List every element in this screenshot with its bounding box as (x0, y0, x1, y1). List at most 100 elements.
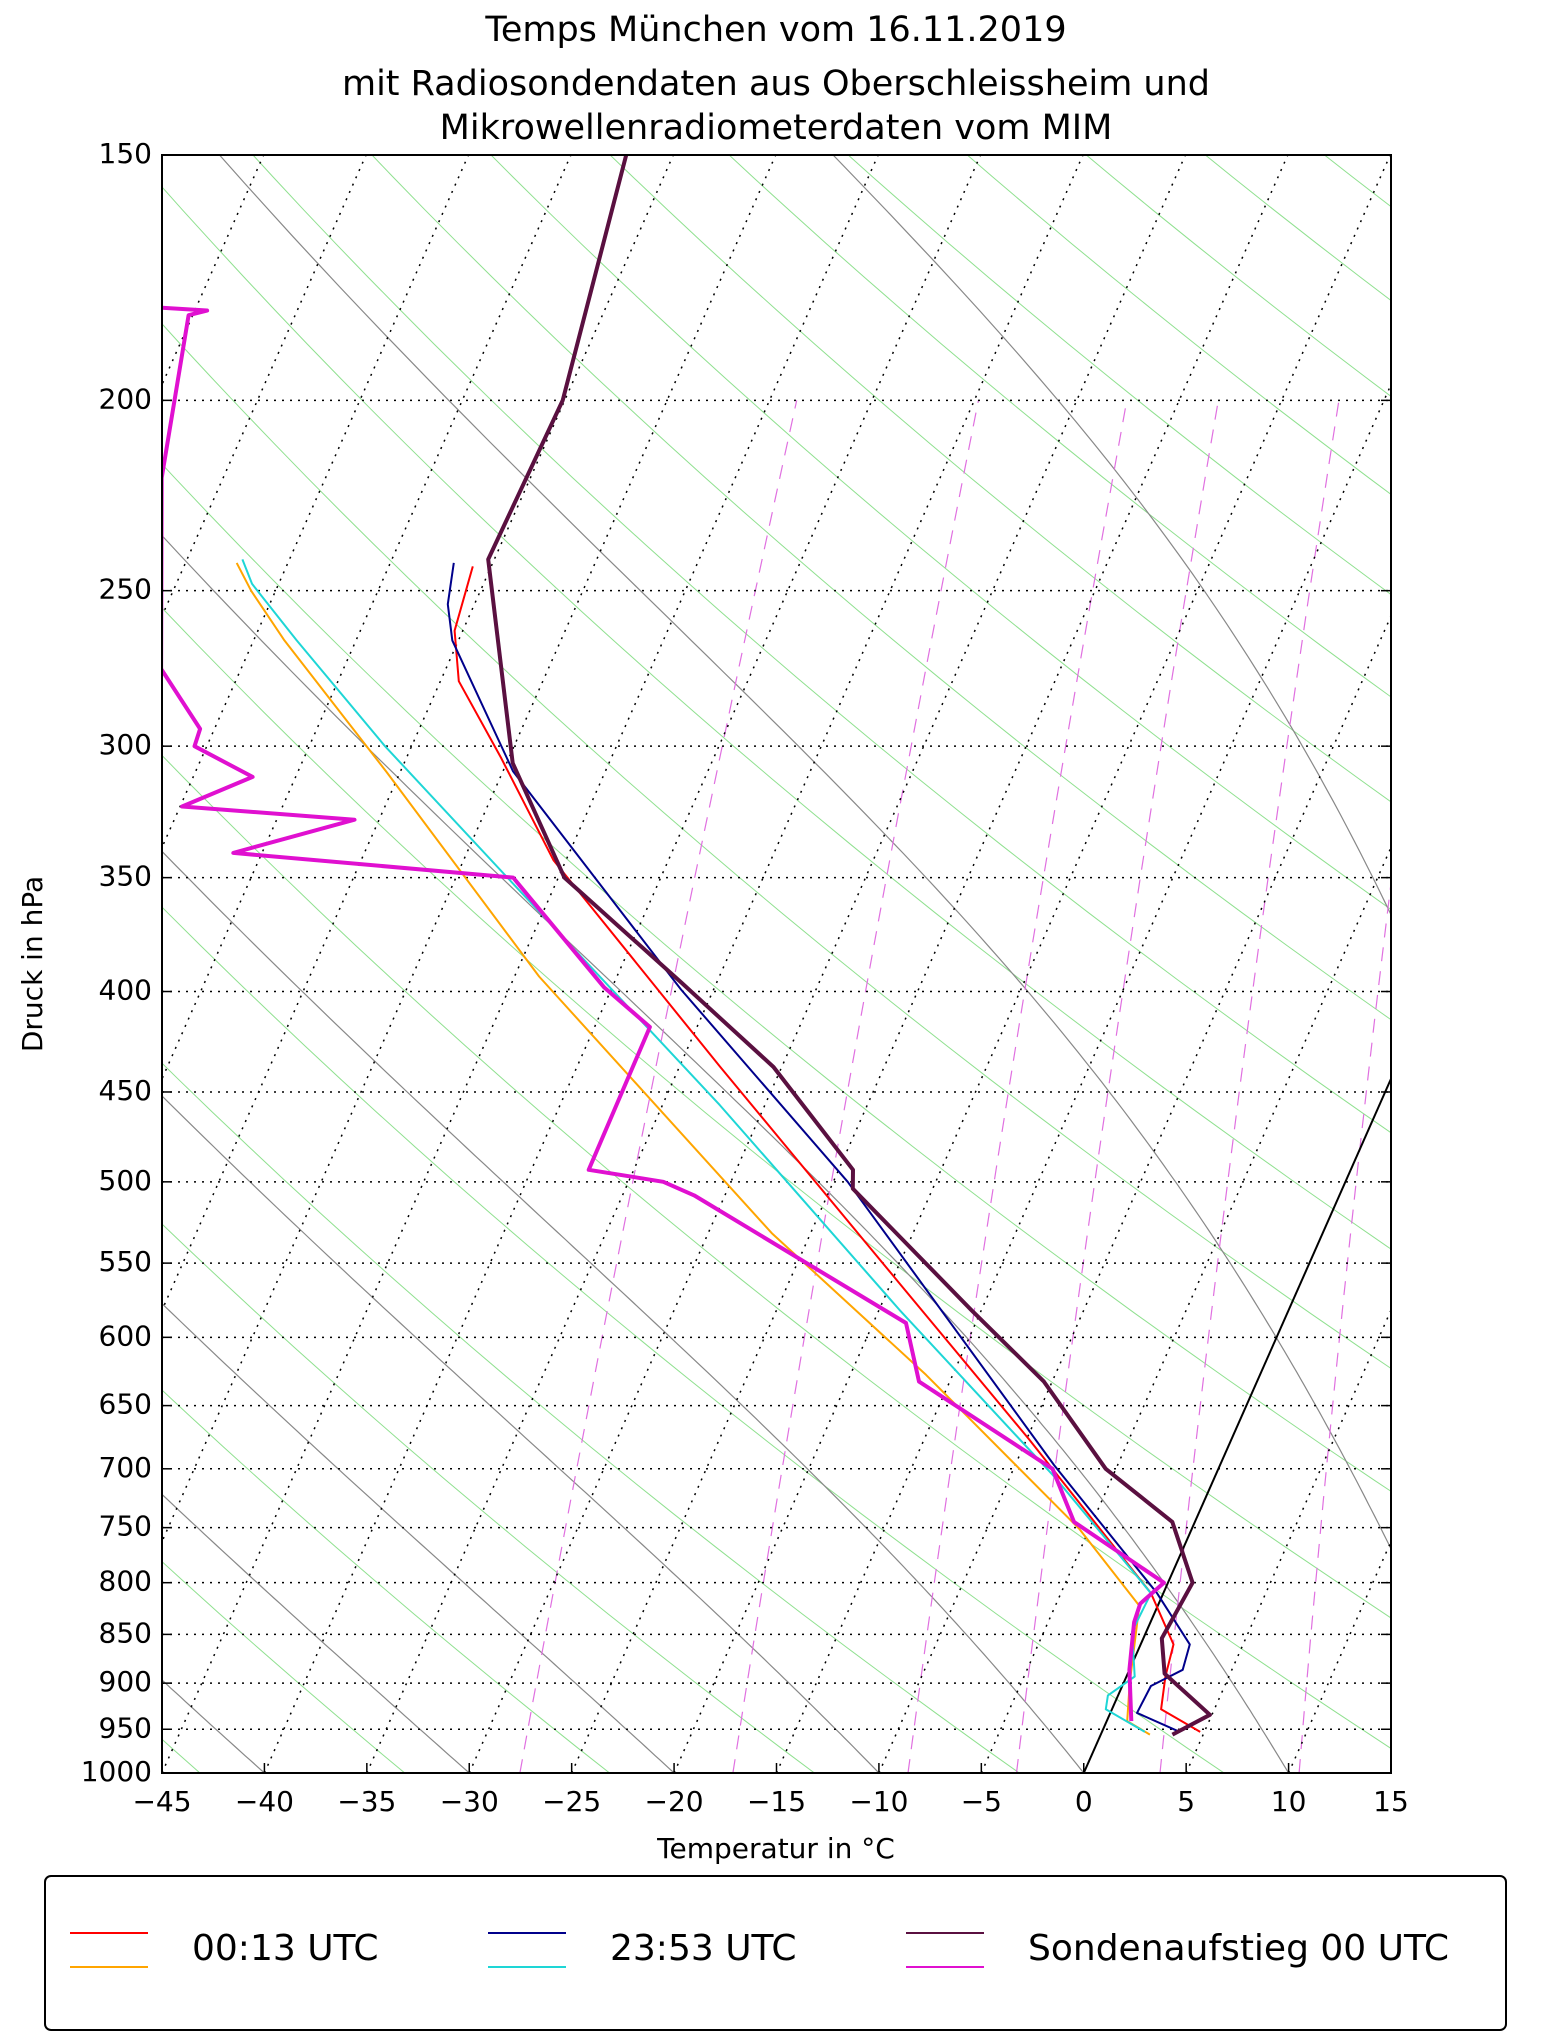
chart-title: mit Radiosondendaten aus Oberschleisshei… (342, 64, 1210, 104)
profile-line (446, 562, 1191, 1733)
isotherm (162, 155, 367, 618)
y-tick-label: 200 (99, 382, 152, 415)
y-tick-label: 700 (99, 1451, 152, 1484)
grid-line (878, 614, 1391, 1773)
grid-line (263, 155, 982, 1773)
moist-adiabat (162, 534, 1290, 1773)
x-tick-label: −20 (645, 1785, 704, 1818)
chart-title: Mikrowellenradiometerdaten vom MIM (440, 108, 1113, 148)
y-tick-label: 650 (99, 1388, 152, 1421)
dry-adiabat (847, 155, 1391, 596)
y-tick-label: 250 (99, 573, 152, 606)
profile-line (241, 559, 1152, 1733)
y-tick-label: 850 (99, 1616, 152, 1649)
zero-isotherm (1082, 1076, 1391, 1773)
y-tick-label: 900 (99, 1665, 152, 1698)
dry-adiabat (162, 1389, 611, 1773)
dry-adiabat (966, 155, 1391, 495)
mixing-ratio-line (732, 400, 979, 1773)
legend: 00:13 UTC 23:53 UTC Sondenaufstieg 00 UTC (70, 1928, 1449, 1969)
x-tick-label: −25 (542, 1785, 601, 1818)
y-axis-label: Druck in hPa (16, 876, 49, 1052)
x-tick-label: −35 (337, 1785, 396, 1818)
dry-adiabat (162, 754, 1391, 1750)
mixing-ratio-line (519, 400, 798, 1773)
moist-adiabat (832, 155, 1391, 917)
x-tick-label: 5 (1177, 1785, 1195, 1818)
dry-adiabat (609, 155, 1391, 803)
y-tick-label: 150 (99, 137, 152, 170)
dry-adiabat (162, 1223, 816, 1773)
profile-line (162, 305, 1166, 1722)
moist-adiabat (162, 1493, 470, 1773)
moist-adiabat (218, 155, 1391, 1551)
moist-adiabat (162, 850, 1085, 1773)
x-axis-label: Temperatur in °C (656, 1832, 895, 1865)
dry-adiabat (371, 155, 1391, 1021)
dry-adiabat (1204, 155, 1391, 302)
y-tick-label: 500 (99, 1164, 152, 1197)
dry-adiabat (1129, 0, 1542, 1815)
x-tick-label: −40 (235, 1785, 294, 1818)
plot-frame (161, 154, 1392, 1774)
dry-adiabat (728, 155, 1391, 698)
dry-adiabat (162, 1560, 406, 1773)
legend-label: 23:53 UTC (610, 1928, 797, 1969)
dry-adiabat (1447, 0, 1542, 1815)
grid-line (1287, 1539, 1391, 1773)
dry-adiabat (162, 1062, 1021, 1773)
grid-line (570, 155, 1289, 1773)
y-tick-label: 950 (99, 1711, 152, 1744)
x-tick-label: 0 (1075, 1785, 1093, 1818)
legend-label: Sondenaufstieg 00 UTC (1028, 1928, 1449, 1969)
y-tick-label: 750 (99, 1510, 152, 1543)
dry-adiabat (252, 155, 1391, 1134)
dry-adiabat (1085, 155, 1391, 397)
y-tick-label: 300 (99, 728, 152, 761)
y-tick-label: 1000 (81, 1755, 152, 1788)
y-tick-label: 550 (99, 1245, 152, 1278)
mixing-ratio-line (907, 400, 1128, 1773)
moist-adiabat (162, 1302, 675, 1773)
dry-adiabat (162, 607, 1391, 1619)
grid-line (162, 155, 879, 1773)
x-tick-label: 15 (1373, 1785, 1409, 1818)
isotherm (162, 155, 777, 1544)
x-tick-label: 10 (1271, 1785, 1307, 1818)
dry-adiabat (162, 186, 1391, 1250)
x-tick-label: −30 (440, 1785, 499, 1818)
axes: −45 −40 −35 −30 −25 −20 −15 −10 −5 0 5 10 15 1000 950 9… (81, 137, 1409, 1818)
legend-box (44, 1875, 1507, 2031)
x-tick-label: −15 (747, 1785, 806, 1818)
dry-adiabat (1341, 0, 1542, 1815)
mixing-ratio-line (1298, 878, 1391, 1773)
mixing-ratio-line (1425, 400, 1542, 1773)
dry-adiabat (162, 906, 1225, 1773)
mixing-ratio-line (1159, 400, 1340, 1773)
plot-lines (162, 155, 1212, 1737)
dry-adiabat (490, 155, 1391, 911)
plot-background (162, 0, 1542, 1815)
moist-adiabat (1368, 0, 1542, 1773)
grid-line (1185, 1308, 1391, 1773)
chart-title: Temps München vom 16.11.2019 (484, 10, 1066, 50)
dry-adiabat (162, 463, 1391, 1492)
y-tick-label: 600 (99, 1319, 152, 1352)
grid-line (673, 155, 1391, 1773)
profile-line (235, 562, 1151, 1736)
profile-line (486, 155, 1212, 1737)
grid-line (1390, 1771, 1391, 1773)
y-tick-label: 450 (99, 1074, 152, 1107)
grid-line (468, 155, 1187, 1773)
isotherm (162, 155, 470, 850)
x-tick-label: −45 (132, 1785, 191, 1818)
legend-label: 00:13 UTC (192, 1928, 379, 1969)
mixing-ratio-line (1015, 400, 1219, 1773)
x-tick-label: −10 (849, 1785, 908, 1818)
y-tick-label: 800 (99, 1565, 152, 1598)
dry-adiabat (162, 323, 1391, 1370)
isotherm (162, 155, 572, 1081)
mixing-ratio-line (1517, 400, 1542, 1773)
x-tick-label: −5 (961, 1785, 1002, 1818)
